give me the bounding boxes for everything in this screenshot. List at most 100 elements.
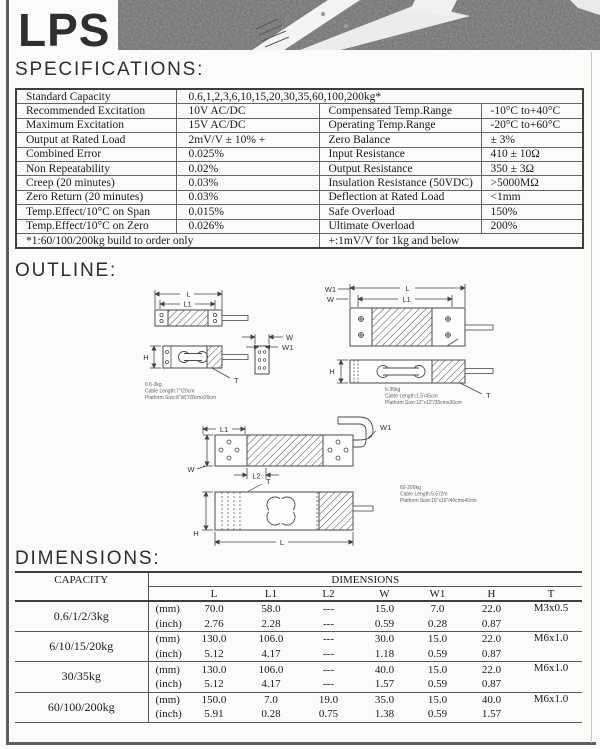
- capacity-cell: 6/10/15/20kg: [15, 631, 149, 663]
- spec-label: Zero Return (20 minutes): [15, 189, 177, 206]
- spec-footnote-left: *1:60/100/200kg build to order only: [15, 232, 320, 249]
- spec-value: 0.03%: [175, 175, 320, 191]
- spec-value: 0.025%: [175, 146, 320, 162]
- spec-label: Ultimate Overload: [318, 218, 482, 234]
- spec-label: Deflection at Rated Load: [318, 189, 482, 206]
- dimensions-heading: DIMENSIONS:: [15, 548, 161, 569]
- dim-label-L: L: [186, 290, 190, 299]
- spec-value: >5000MΩ: [480, 175, 584, 191]
- caption-line: 0.6-3kg: [145, 382, 162, 388]
- spec-label: Combined Error: [15, 146, 177, 162]
- unit-label: (mm): [155, 633, 180, 646]
- spec-row: Temp.Effect/10°C on Zero 0.026% Ultimate O…: [15, 218, 584, 234]
- unit-label: (mm): [155, 663, 180, 676]
- spec-label: Insulation Resistance (50VDC): [318, 175, 482, 191]
- drawing-large-capacity: L1 W1 W L2 T H L 60-200kg Cable Length:5…: [187, 416, 477, 547]
- dim-label-L1: L1: [402, 295, 410, 304]
- spec-label: Operating Temp.Range: [318, 117, 482, 134]
- spec-value: 10V AC/DC: [175, 103, 320, 119]
- dim-subheader-row: L L1 L2 W W1 H T: [15, 586, 583, 602]
- dim-label-L: L: [280, 538, 284, 547]
- drawing-small-capacity: L L1 W W1 H T 0.6-3kg Cable Length:7"/20…: [143, 288, 294, 401]
- dim-label-H: H: [143, 353, 148, 362]
- load-cell-photo: [118, 0, 600, 50]
- dim-label-W: W: [286, 333, 294, 342]
- dim-label-H: H: [193, 529, 198, 538]
- col-header-H: H: [463, 586, 520, 602]
- dim-row-inch: (inch) 2.76 2.28 --- 0.59 0.28 0.87: [15, 616, 582, 633]
- dim-row-mm: 6/10/15/20kg (mm) 130.0 106.0 --- 30.0 15.…: [15, 631, 583, 663]
- caption-line: Platform Size:16"x16"/40cmx40cm: [400, 498, 477, 504]
- dim-row-inch: (inch) 5.91 0.28 0.75 1.38 0.59 1.57: [15, 707, 582, 723]
- spec-label: Temp.Effect/10°C on Zero: [15, 218, 177, 234]
- dim-label-W: W: [187, 465, 195, 474]
- spec-value: -10°C to+40°C: [480, 103, 584, 119]
- dim-label-H: H: [329, 367, 334, 376]
- screw-hole: [343, 23, 349, 29]
- unit-label: (inch): [148, 676, 186, 693]
- col-header-T: T: [520, 586, 583, 602]
- dimensions-group-header: DIMENSIONS: [148, 572, 583, 587]
- spec-label: Non Repeatability: [15, 160, 177, 177]
- spec-value: -20°C to+60°C: [480, 117, 584, 134]
- capacity-cell: 30/35kg: [15, 661, 149, 693]
- background-corner: [570, 0, 600, 15]
- caption-line: Cable Length:1.5'/45cm: [385, 394, 438, 400]
- caption-line: Platform Size:8"x8"/20cmx20cm: [145, 395, 216, 401]
- screw-hole: [320, 11, 326, 17]
- spec-label: Recommended Excitation: [15, 103, 177, 119]
- spec-footnote-right: +:1mV/V for 1kg and below: [318, 232, 584, 249]
- dim-row-mm: 60/100/200kg (mm) 150.0 7.0 19.0 35.0 15.0…: [15, 692, 583, 723]
- thread-cell: M6x1.0: [520, 692, 583, 723]
- spec-value: 350 ± 3Ω: [480, 160, 584, 177]
- dim-label-W: W: [327, 295, 335, 304]
- spec-footnote-row: *1:60/100/200kg build to order only +:1m…: [15, 232, 584, 249]
- spec-row: Combined Error 0.025% Input Resistance 410 …: [15, 146, 584, 162]
- specifications-table: Standard Capacity 0.6,1,2,3,6,10,15,20,3…: [15, 88, 584, 250]
- unit-label: (inch): [148, 707, 186, 723]
- caption-line: 6-35kg: [385, 387, 401, 393]
- capacity-cell: 0.6/1/2/3kg: [15, 601, 149, 633]
- spec-value: 150%: [480, 204, 584, 220]
- unit-label: (mm): [155, 693, 180, 706]
- caption-line: Cable Length:7"/20cm: [145, 389, 194, 395]
- drawing-medium-capacity: L L1 W1 W H T 6-35kg Cable Length:1.5'/4…: [325, 283, 494, 406]
- dim-label-L1: L1: [183, 300, 191, 309]
- spec-value: 0.6,1,2,3,6,10,15,20,30,35,60,100,200kg*: [175, 88, 584, 105]
- dim-label-W1: W1: [282, 343, 293, 352]
- col-header-L2: L2: [300, 586, 357, 602]
- spec-row: Creep (20 minutes) 0.03% Insulation Resist…: [15, 175, 584, 191]
- spec-row: Non Repeatability 0.02% Output Resistance 3…: [15, 160, 584, 177]
- spec-label: Output at Rated Load: [15, 132, 177, 148]
- spec-label: Zero Balance: [318, 132, 482, 148]
- thread-cell: M3x0.5: [520, 601, 583, 633]
- unit-label: (mm): [155, 603, 180, 616]
- dim-label-T: T: [266, 477, 271, 486]
- dim-label-T: T: [486, 391, 491, 400]
- thread-cell: M6x1.0: [520, 631, 583, 663]
- thread-cell: M6x1.0: [520, 661, 583, 693]
- col-header-W: W: [357, 586, 412, 602]
- spec-row: Recommended Excitation 10V AC/DC Compensat…: [15, 103, 584, 119]
- load-cell-beam: [252, 0, 360, 50]
- spec-row: Temp.Effect/10°C on Span 0.015% Safe Overl…: [15, 204, 584, 220]
- spec-value: 0.02%: [175, 160, 320, 177]
- spec-row-capacity: Standard Capacity 0.6,1,2,3,6,10,15,20,3…: [15, 88, 584, 105]
- spec-label: Compensated Temp.Range: [318, 103, 482, 119]
- dim-row-mm: 0.6/1/2/3kg (mm) 70.0 58.0 --- 15.0 7.0 22.…: [15, 601, 583, 633]
- caption-line: 60-200kg: [400, 485, 421, 491]
- page-right-border: [591, 52, 592, 743]
- dim-label-L2: L2: [252, 472, 260, 481]
- spec-value: 0.03%: [175, 189, 320, 206]
- unit-label: (inch): [148, 616, 186, 633]
- spec-value: 2mV/V ± 10% +: [175, 132, 320, 148]
- spec-value: <1mm: [480, 189, 584, 206]
- col-header-W1: W1: [412, 586, 463, 602]
- dim-label-L1: L1: [220, 425, 228, 434]
- spec-label: Output Resistance: [318, 160, 482, 177]
- dim-row-inch: (inch) 5.12 4.17 --- 1.57 0.59 0.87: [15, 676, 582, 693]
- spec-value: 200%: [480, 218, 584, 234]
- capacity-header: CAPACITY: [15, 572, 149, 602]
- page-left-border: [6, 0, 9, 743]
